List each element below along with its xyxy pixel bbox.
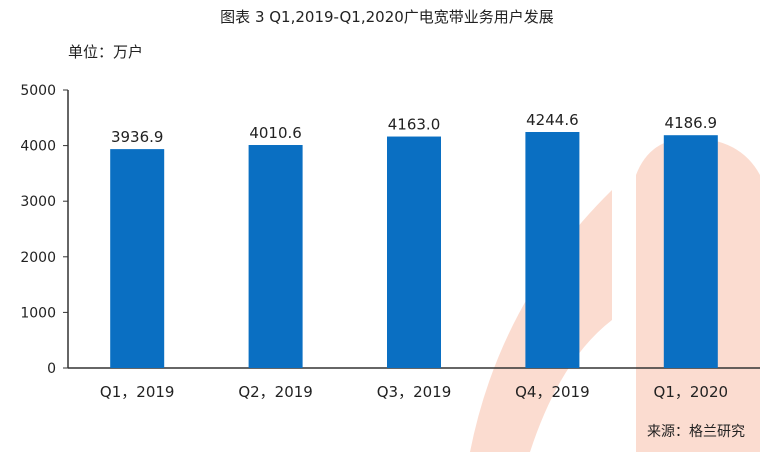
bar-value-label: 4186.9 bbox=[665, 114, 718, 132]
x-tick-label: Q2，2019 bbox=[238, 383, 313, 401]
bar-value-label: 4010.6 bbox=[249, 124, 302, 142]
bar bbox=[663, 135, 718, 368]
source-note: 来源：格兰研究 bbox=[647, 424, 745, 440]
bars bbox=[110, 132, 718, 368]
bar-value-label: 4163.0 bbox=[388, 116, 441, 134]
y-tick-label: 4000 bbox=[20, 139, 56, 155]
unit-label: 单位：万户 bbox=[68, 43, 143, 61]
bar bbox=[110, 149, 165, 368]
chart-title: 图表 3 Q1,2019-Q1,2020广电宽带业务用户发展 bbox=[220, 8, 554, 26]
x-tick-label: Q3，2019 bbox=[377, 383, 452, 401]
x-tick-label: Q1，2019 bbox=[100, 383, 175, 401]
x-tick-label: Q4，2019 bbox=[515, 383, 590, 401]
bar bbox=[248, 145, 303, 368]
y-tick-label: 2000 bbox=[20, 250, 56, 266]
x-tick-label: Q1，2020 bbox=[654, 383, 729, 401]
y-tick-label: 1000 bbox=[20, 305, 56, 321]
y-tick-label: 5000 bbox=[20, 83, 56, 99]
bar bbox=[525, 132, 580, 368]
bar-value-label: 4244.6 bbox=[526, 111, 579, 129]
y-tick-label: 3000 bbox=[20, 194, 56, 210]
y-tick-label: 0 bbox=[47, 361, 56, 377]
bar bbox=[387, 136, 441, 368]
y-axis-ticks: 0 1000 2000 3000 4000 5000 bbox=[20, 83, 68, 377]
value-labels: 3936.9 4010.6 4163.0 4244.6 4186.9 bbox=[111, 111, 717, 146]
bar-value-label: 3936.9 bbox=[111, 128, 164, 146]
x-axis-ticks: Q1，2019 Q2，2019 Q3，2019 Q4，2019 Q1，2020 bbox=[100, 383, 728, 401]
